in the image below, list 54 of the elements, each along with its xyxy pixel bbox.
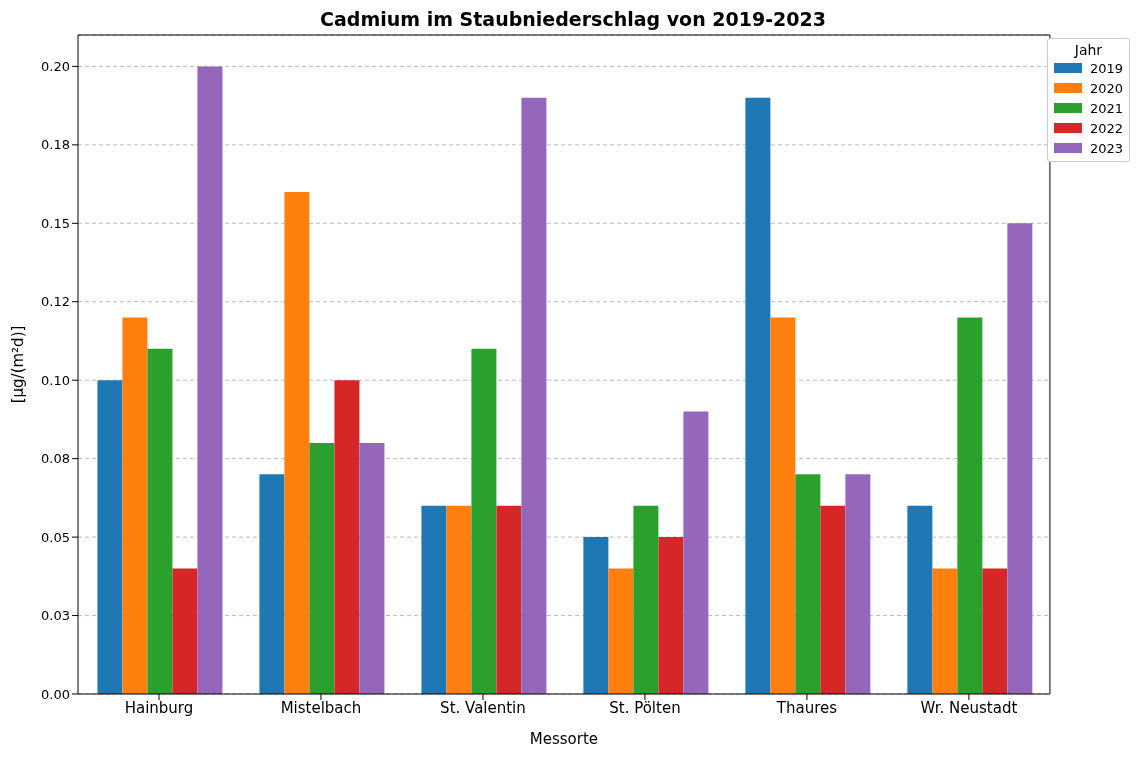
y-tick-label: 0.08 xyxy=(41,451,70,467)
bar xyxy=(683,411,709,694)
x-tick-label: St. Valentin xyxy=(440,698,526,717)
bar xyxy=(471,348,497,694)
bar xyxy=(770,317,796,694)
legend-label: 2020 xyxy=(1089,80,1123,96)
bar xyxy=(907,505,933,694)
bar xyxy=(197,66,223,694)
bar xyxy=(284,191,310,694)
y-tick-label: 0.03 xyxy=(41,608,70,624)
bar xyxy=(957,317,983,694)
bar xyxy=(633,505,659,694)
y-tick-label: 0.05 xyxy=(41,529,70,545)
bar xyxy=(122,317,148,694)
bar xyxy=(421,505,447,694)
bar xyxy=(334,380,360,694)
y-tick-label: 0.18 xyxy=(41,137,70,153)
x-tick-label: Wr. Neustadt xyxy=(920,698,1018,717)
bar xyxy=(845,474,871,694)
legend-label: 2022 xyxy=(1089,120,1123,136)
bar xyxy=(521,97,547,694)
chart-title: Cadmium im Staubniederschlag von 2019-2023 xyxy=(319,8,827,32)
bar xyxy=(446,505,472,694)
bar xyxy=(982,568,1008,694)
bar xyxy=(658,537,684,694)
legend-label: 2023 xyxy=(1089,140,1123,156)
bar xyxy=(745,97,771,694)
bar xyxy=(97,380,123,694)
x-tick-label: Mistelbach xyxy=(280,698,362,717)
y-tick-label: 0.00 xyxy=(41,686,70,702)
y-axis-title: [µg/(m²d)] xyxy=(9,325,28,404)
bar xyxy=(820,505,846,694)
bar xyxy=(608,568,634,694)
legend-title: Jahr xyxy=(1073,42,1104,58)
bar xyxy=(496,505,522,694)
x-tick-label: Hainburg xyxy=(124,698,194,717)
x-axis-title: Messorte xyxy=(529,730,599,748)
bar xyxy=(359,442,385,694)
x-tick-label: Thaures xyxy=(775,698,838,717)
y-tick-label: 0.20 xyxy=(41,59,70,74)
legend-label: 2019 xyxy=(1089,60,1123,76)
bar xyxy=(1007,223,1033,694)
bar xyxy=(795,474,821,694)
bar xyxy=(259,474,285,694)
bar xyxy=(583,537,609,694)
x-tick-label: St. Pölten xyxy=(609,698,681,717)
legend-label: 2021 xyxy=(1089,100,1123,116)
y-tick-label: 0.15 xyxy=(41,215,70,231)
y-tick-label: 0.12 xyxy=(41,294,70,310)
y-tick-label: 0.10 xyxy=(41,372,70,388)
bar xyxy=(932,568,958,694)
bar xyxy=(147,348,173,694)
bar xyxy=(172,568,198,694)
bar xyxy=(309,442,335,694)
